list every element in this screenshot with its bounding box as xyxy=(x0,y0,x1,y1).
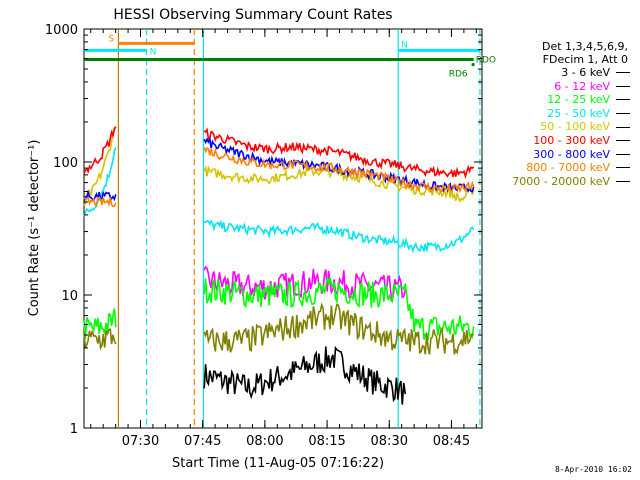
x-tick-label: 08:15 xyxy=(308,434,345,449)
legend-header-line-2: FDecim 1, Att 0 xyxy=(542,53,628,66)
legend-label: 300 - 800 keV xyxy=(533,147,610,161)
legend-label: 25 - 50 keV xyxy=(547,106,610,120)
y-tick-label: 100 xyxy=(53,156,78,171)
axes-layer: 1 10 100 1000 07:30 07:45 08:00 08:15 08:30 08:45 xyxy=(45,23,482,449)
legend-swatch xyxy=(616,72,630,74)
legend-swatch xyxy=(616,99,630,101)
y-axis-label: Count Rate (s⁻¹ detector⁻¹) xyxy=(27,140,42,317)
flags-layer: S N N RDO RD6 xyxy=(84,34,496,80)
legend-label: 3 - 6 keV xyxy=(561,66,610,79)
legend-item: 50 - 100 keV xyxy=(476,120,636,134)
plot-border xyxy=(83,28,483,429)
series-line-6 xyxy=(83,126,117,175)
series-line-3 xyxy=(203,277,475,341)
x-tick-label: 07:30 xyxy=(122,434,159,449)
legend-label: 6 - 12 keV xyxy=(554,79,610,93)
series-line-9 xyxy=(83,328,117,351)
series-layer xyxy=(83,125,475,405)
footer-timestamp: 8-Apr-2010 16:02 xyxy=(554,465,632,474)
legend-swatch xyxy=(616,153,630,155)
legend-swatch xyxy=(616,167,630,169)
flag-label: N xyxy=(401,40,408,50)
series-line-3 xyxy=(83,308,117,340)
legend-item: 7000 - 20000 keV xyxy=(476,175,636,189)
series-line-2 xyxy=(203,265,407,301)
series-line-6 xyxy=(203,127,475,180)
legend-item: 12 - 25 keV xyxy=(476,93,636,107)
flag-label: N xyxy=(150,47,157,57)
legend-label: 50 - 100 keV xyxy=(540,120,610,134)
legend: Det 1,3,4,5,6,9, FDecim 1, Att 0 3 - 6 k… xyxy=(476,40,636,188)
flag-label: RD6 xyxy=(449,70,468,80)
series-line-4 xyxy=(83,147,117,217)
legend-item: 3 - 6 keV xyxy=(476,66,636,80)
legend-header-line-1: Det 1,3,4,5,6,9, xyxy=(541,40,628,53)
legend-swatch xyxy=(616,85,630,87)
legend-swatch xyxy=(616,113,630,115)
legend-swatch xyxy=(616,126,630,128)
x-tick-label: 07:45 xyxy=(184,434,221,449)
legend-label: 7000 - 20000 keV xyxy=(512,174,610,188)
legend-label: 12 - 25 keV xyxy=(547,93,610,107)
series-line-9 xyxy=(203,302,475,355)
x-tick-label: 08:45 xyxy=(433,434,470,449)
x-tick-label: 08:30 xyxy=(371,434,408,449)
legend-item: 6 - 12 keV xyxy=(476,80,636,94)
series-line-5 xyxy=(83,125,117,206)
plot-frame xyxy=(83,28,483,429)
chart-title: HESSI Observing Summary Count Rates xyxy=(113,7,392,23)
legend-swatch xyxy=(616,140,630,142)
legend-label: 800 - 7000 keV xyxy=(526,161,610,175)
legend-item: 800 - 7000 keV xyxy=(476,161,636,175)
flag-label: S xyxy=(108,34,114,44)
legend-swatch xyxy=(616,181,630,183)
series-line-4 xyxy=(203,219,475,254)
vertical-markers xyxy=(117,29,481,428)
legend-item: 300 - 800 keV xyxy=(476,148,636,162)
y-tick-label: 1 xyxy=(70,422,78,437)
series-line-1 xyxy=(203,345,407,405)
legend-item: 25 - 50 keV xyxy=(476,107,636,121)
series-line-8 xyxy=(203,147,475,194)
y-tick-label: 10 xyxy=(61,289,78,304)
legend-label: 100 - 300 keV xyxy=(533,133,610,147)
y-tick-label: 1000 xyxy=(45,23,78,38)
series-line-8 xyxy=(83,196,117,208)
flag-label: RDO xyxy=(476,55,496,65)
series-line-7 xyxy=(203,136,475,193)
x-axis-label: Start Time (11-Aug-05 07:16:22) xyxy=(172,456,384,471)
legend-item: 100 - 300 keV xyxy=(476,134,636,148)
x-tick-label: 08:00 xyxy=(246,434,283,449)
